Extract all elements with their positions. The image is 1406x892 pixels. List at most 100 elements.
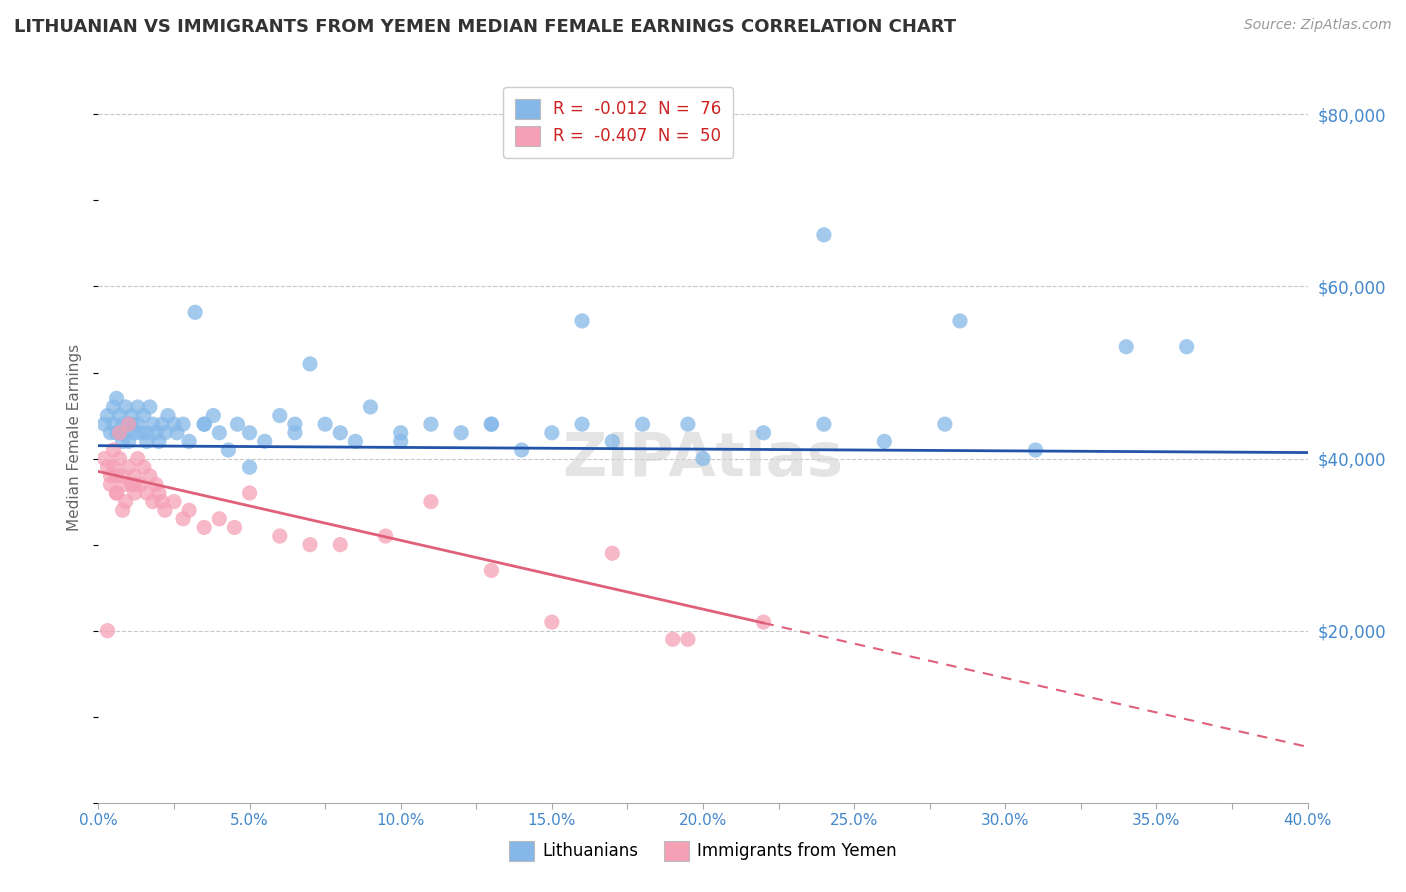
Point [124, 486, 146, 500]
Point [100, 477, 122, 491]
Point [129, 477, 152, 491]
Point [602, 546, 624, 560]
Point [124, 425, 146, 440]
Point [114, 425, 136, 440]
Point [1115, 340, 1137, 354]
Point [108, 425, 131, 440]
Point [226, 417, 249, 432]
Point [179, 434, 201, 449]
Point [105, 425, 128, 440]
Point [142, 417, 165, 432]
Point [118, 460, 141, 475]
Point [329, 425, 352, 440]
Point [420, 494, 443, 508]
Point [813, 227, 835, 242]
Point [166, 425, 188, 440]
Point [100, 425, 122, 440]
Point [111, 503, 134, 517]
Point [132, 409, 155, 423]
Point [108, 451, 131, 466]
Y-axis label: Median Female Earnings: Median Female Earnings [67, 343, 83, 531]
Point [124, 477, 146, 491]
Point [299, 538, 322, 552]
Point [153, 503, 176, 517]
Point [692, 451, 714, 466]
Point [193, 520, 215, 534]
Point [284, 425, 307, 440]
Point [1175, 340, 1198, 354]
Point [103, 442, 125, 457]
Point [752, 615, 775, 629]
Point [172, 512, 194, 526]
Legend: Lithuanians, Immigrants from Yemen: Lithuanians, Immigrants from Yemen [503, 834, 903, 868]
Point [93, 417, 115, 432]
Point [127, 451, 149, 466]
Text: LITHUANIAN VS IMMIGRANTS FROM YEMEN MEDIAN FEMALE EARNINGS CORRELATION CHART: LITHUANIAN VS IMMIGRANTS FROM YEMEN MEDI… [14, 18, 956, 36]
Point [389, 434, 412, 449]
Point [193, 417, 215, 432]
Point [105, 392, 128, 406]
Point [239, 425, 262, 440]
Point [129, 425, 152, 440]
Point [253, 434, 276, 449]
Point [224, 520, 246, 534]
Point [111, 434, 134, 449]
Text: ZIPAtlas: ZIPAtlas [562, 430, 844, 489]
Point [179, 503, 201, 517]
Point [163, 417, 186, 432]
Point [103, 460, 125, 475]
Point [111, 417, 134, 432]
Point [934, 417, 956, 432]
Point [121, 477, 143, 491]
Point [156, 409, 179, 423]
Point [184, 305, 207, 319]
Point [752, 425, 775, 440]
Point [949, 314, 972, 328]
Point [148, 434, 170, 449]
Point [105, 486, 128, 500]
Point [360, 400, 382, 414]
Point [103, 417, 125, 432]
Point [208, 512, 231, 526]
Point [108, 425, 131, 440]
Point [269, 409, 291, 423]
Point [1024, 442, 1046, 457]
Point [96, 460, 118, 475]
Point [269, 529, 291, 543]
Point [571, 314, 593, 328]
Point [163, 494, 186, 508]
Point [150, 417, 173, 432]
Point [813, 417, 835, 432]
Point [239, 460, 262, 475]
Point [132, 460, 155, 475]
Point [118, 434, 141, 449]
Point [145, 425, 167, 440]
Point [114, 477, 136, 491]
Point [202, 409, 225, 423]
Point [217, 442, 239, 457]
Point [96, 624, 118, 638]
Point [148, 486, 170, 500]
Point [571, 417, 593, 432]
Point [481, 417, 503, 432]
Point [389, 425, 412, 440]
Point [124, 468, 146, 483]
Point [450, 425, 472, 440]
Point [344, 434, 367, 449]
Point [93, 451, 115, 466]
Point [150, 494, 173, 508]
Point [121, 417, 143, 432]
Point [100, 468, 122, 483]
Point [299, 357, 322, 371]
Point [105, 468, 128, 483]
Point [284, 417, 307, 432]
Point [602, 434, 624, 449]
Text: Source: ZipAtlas.com: Source: ZipAtlas.com [1244, 18, 1392, 32]
Point [631, 417, 654, 432]
Point [314, 417, 336, 432]
Point [127, 400, 149, 414]
Point [193, 417, 215, 432]
Point [118, 417, 141, 432]
Point [239, 486, 262, 500]
Point [374, 529, 396, 543]
